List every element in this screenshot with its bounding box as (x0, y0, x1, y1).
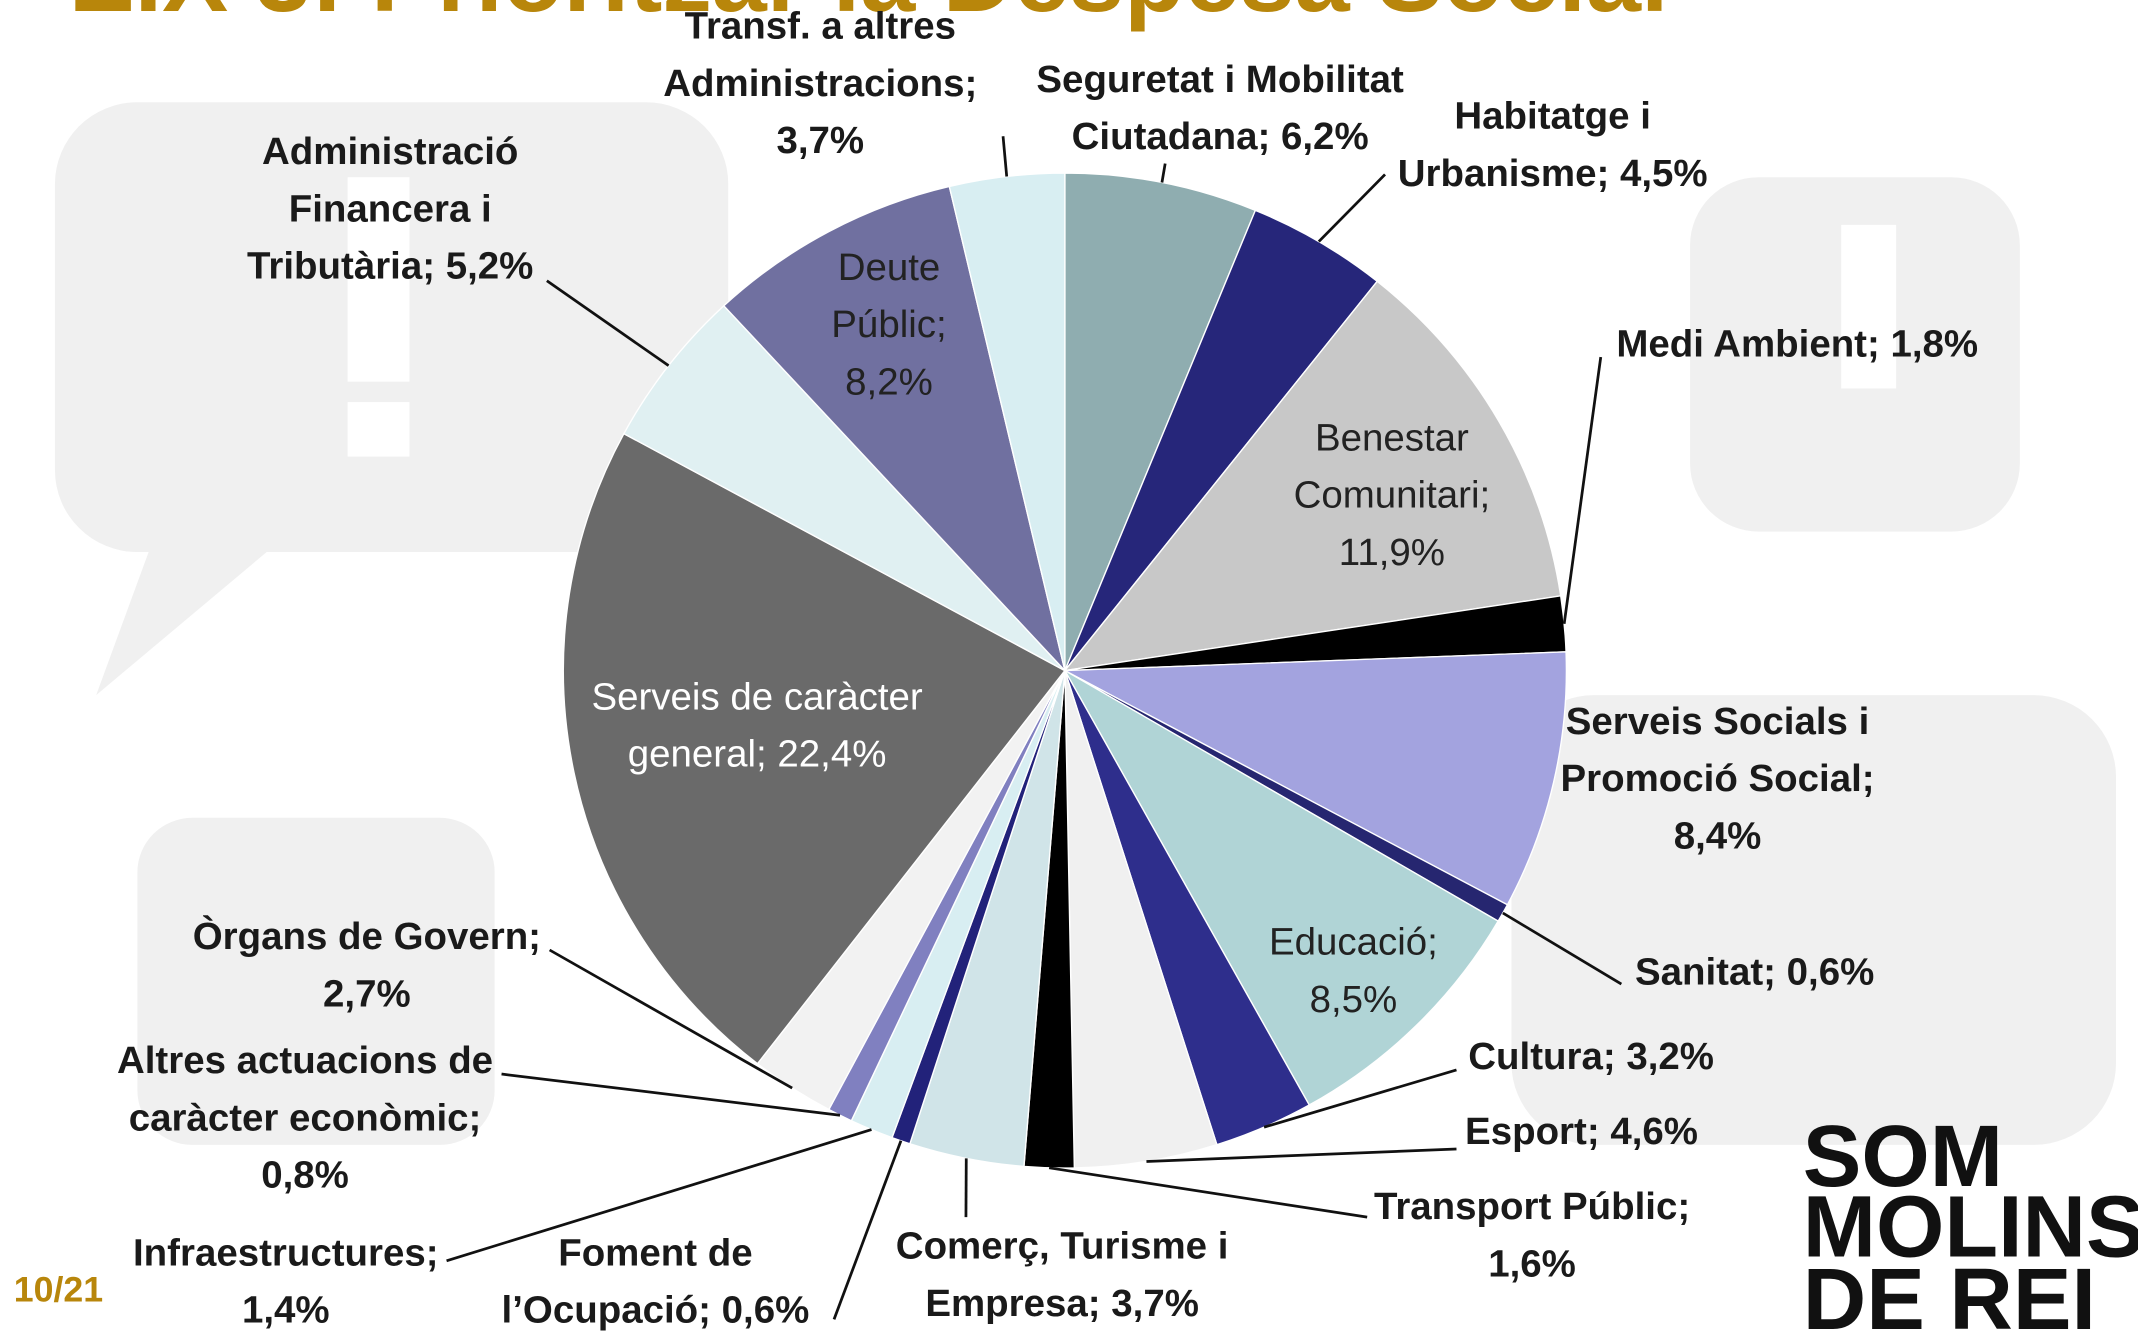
slice-label: Educació; (1269, 921, 1438, 964)
slice-label: Cultura; 3,2% (1468, 1035, 1714, 1078)
slice-label: Esport; 4,6% (1465, 1110, 1698, 1153)
slice-label: 1,6% (1488, 1242, 1576, 1285)
slice-label: Promoció Social; (1561, 757, 1875, 800)
slice-label: Ciutadana; 6,2% (1072, 115, 1369, 158)
slice-label: Medi Ambient; 1,8% (1616, 322, 1978, 365)
slice-label: 11,9% (1339, 531, 1445, 574)
slice-label: Administració (262, 130, 518, 173)
slice-label: Tributària; 5,2% (247, 245, 533, 288)
logo: SOM MOLINS DE REI (1803, 1107, 2138, 1333)
leader-line (1049, 1168, 1367, 1217)
leader-line (1319, 174, 1385, 241)
leader-line (1564, 357, 1601, 624)
leader-line (1162, 164, 1165, 183)
slice-label: 3,7% (776, 119, 864, 162)
slice-label: 0,8% (261, 1154, 349, 1197)
slice-label: Infraestructures; (133, 1232, 439, 1275)
slice-label: Administracions; (663, 62, 977, 105)
slice-label: Transport Públic; (1374, 1185, 1690, 1228)
slice-label: Urbanisme; 4,5% (1398, 152, 1708, 195)
leader-line (834, 1141, 901, 1320)
slice-label: Seguretat i Mobilitat (1036, 58, 1404, 101)
slice-label: 2,7% (323, 973, 411, 1016)
slice-label: l’Ocupació; 0,6% (502, 1289, 810, 1332)
slice-label: Deute (838, 246, 941, 289)
slice-label: Foment de (558, 1232, 752, 1275)
slice-label: Altres actuacions de (117, 1039, 493, 1082)
slice-label: Comerç, Turisme i (896, 1225, 1229, 1268)
slice-label: Financera i (289, 187, 492, 230)
slice-label: 8,2% (845, 361, 933, 404)
slice-label: caràcter econòmic; (129, 1097, 482, 1140)
slice-label: Comunitari; (1294, 474, 1491, 517)
slice-label: Sanitat; 0,6% (1635, 951, 1874, 994)
logo-line: DE REI (1803, 1250, 2096, 1333)
slice-label: general; 22,4% (628, 733, 887, 776)
slice-label: 8,5% (1310, 978, 1398, 1021)
page-number: 10/21 (14, 1270, 103, 1310)
slice-label: Empresa; 3,7% (925, 1282, 1199, 1325)
leader-line (1003, 136, 1007, 176)
slide: EIX 3: Prioritzar la Despesa Social 10/2… (0, 0, 2138, 1333)
slice-label: Públic; (831, 303, 946, 346)
slice-label: Serveis de caràcter (591, 675, 922, 718)
slice-label: Benestar (1315, 416, 1469, 459)
slice-label: Transf. a altres (685, 5, 956, 48)
slice-label: 1,4% (242, 1289, 330, 1332)
pie (563, 173, 1566, 1168)
slice-label: Habitatge i (1454, 95, 1651, 138)
slice-label: Serveis Socials i (1566, 700, 1870, 743)
slice-label: Òrgans de Govern; (193, 914, 541, 958)
slice-label: 8,4% (1674, 814, 1762, 857)
